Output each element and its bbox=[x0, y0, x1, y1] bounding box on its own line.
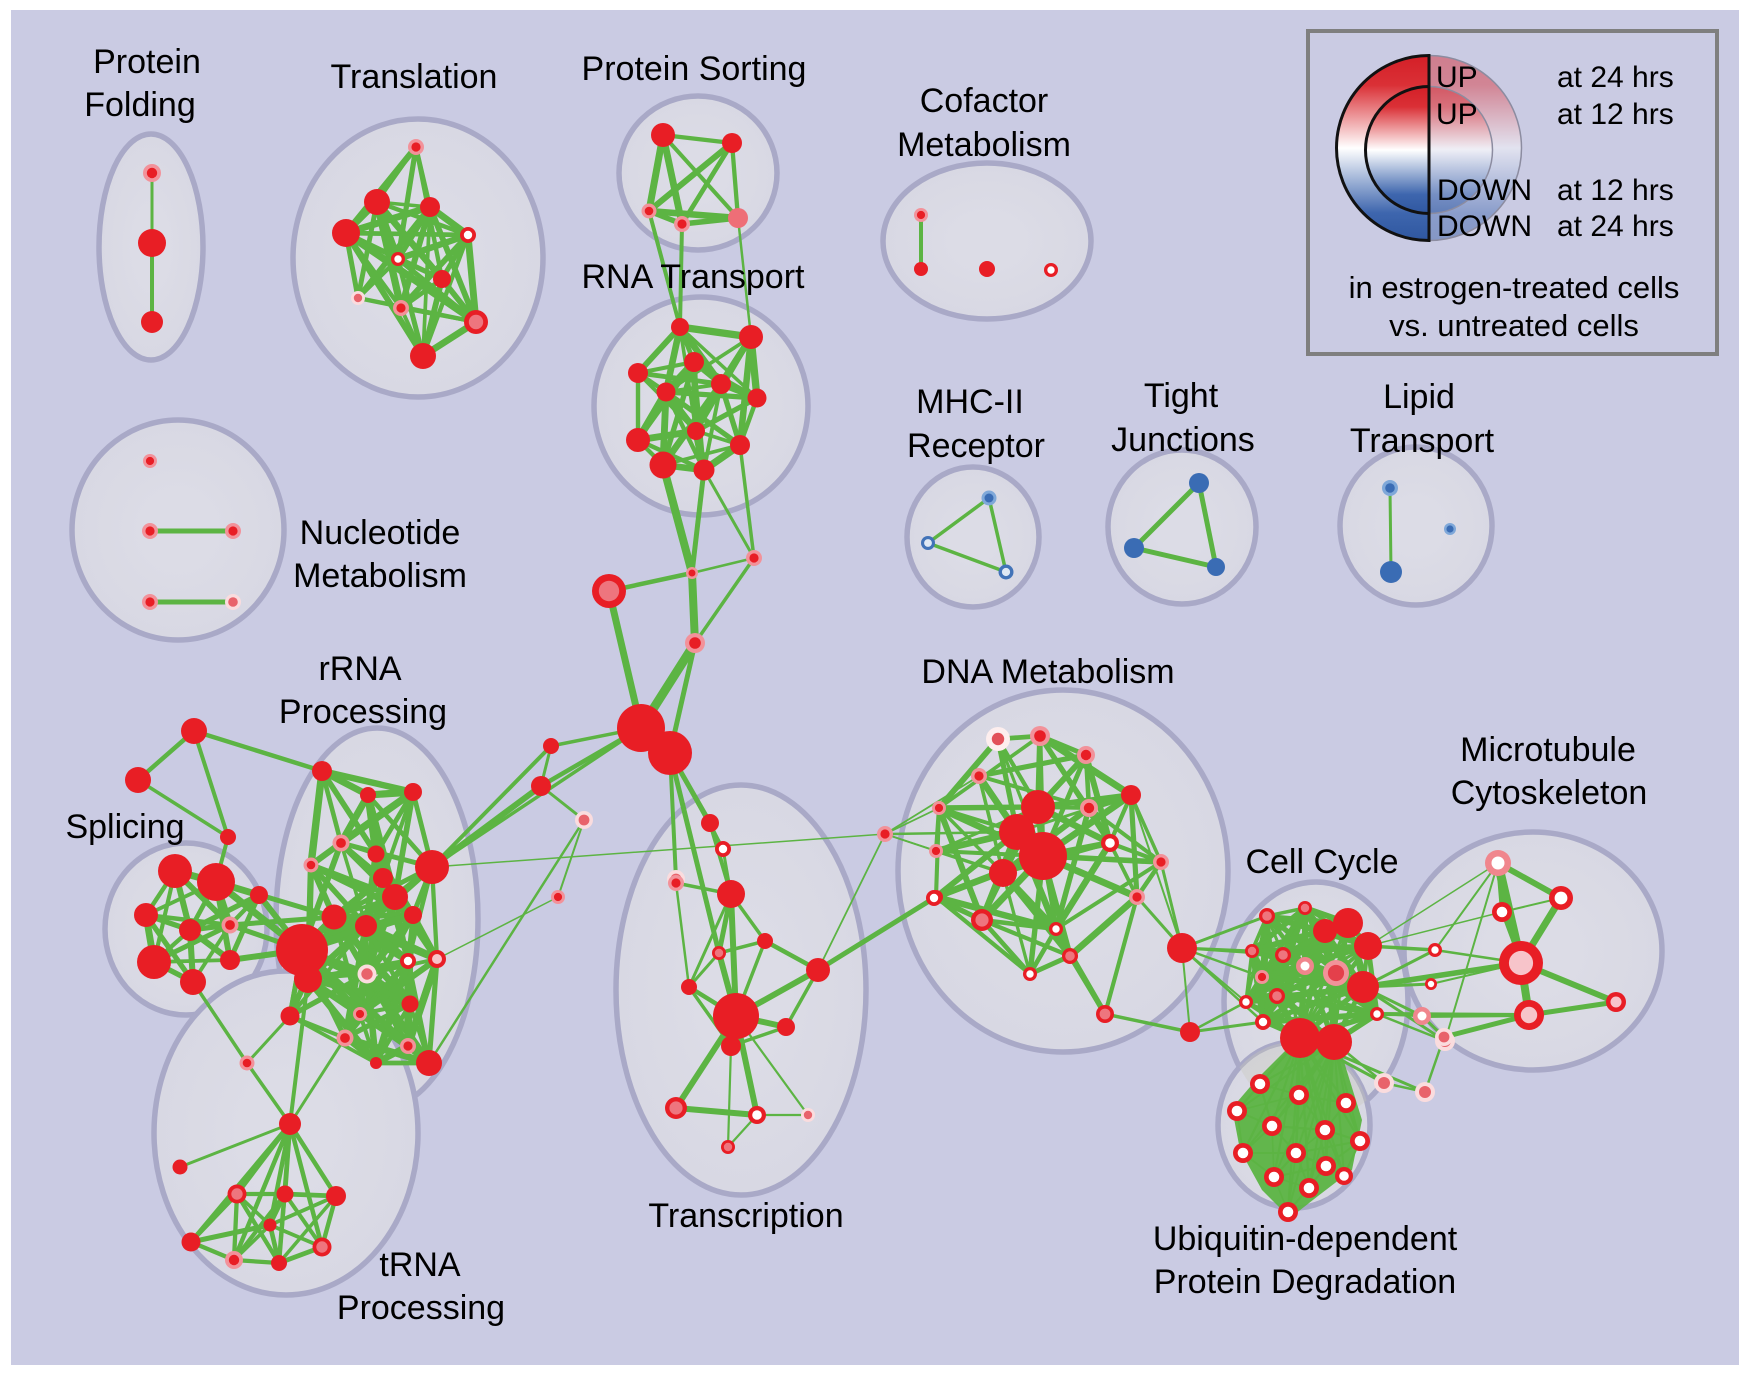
svg-text:vs. untreated cells: vs. untreated cells bbox=[1389, 308, 1639, 343]
svg-text:Transport: Transport bbox=[1350, 422, 1495, 460]
svg-text:at 12 hrs: at 12 hrs bbox=[1557, 98, 1674, 131]
svg-text:Metabolism: Metabolism bbox=[897, 126, 1071, 164]
svg-text:Cell Cycle: Cell Cycle bbox=[1245, 843, 1398, 881]
svg-text:at 12 hrs: at 12 hrs bbox=[1557, 174, 1674, 207]
svg-text:Processing: Processing bbox=[337, 1289, 505, 1327]
svg-text:UP: UP bbox=[1436, 61, 1478, 94]
svg-text:UP: UP bbox=[1436, 98, 1478, 131]
svg-text:Splicing: Splicing bbox=[65, 808, 184, 846]
svg-text:DOWN: DOWN bbox=[1437, 174, 1532, 207]
svg-text:Microtubule: Microtubule bbox=[1460, 731, 1636, 769]
svg-text:RNA Transport: RNA Transport bbox=[582, 258, 806, 296]
svg-text:Protein Degradation: Protein Degradation bbox=[1154, 1263, 1456, 1301]
svg-text:at 24 hrs: at 24 hrs bbox=[1557, 61, 1674, 94]
svg-text:at 24 hrs: at 24 hrs bbox=[1557, 210, 1674, 243]
svg-text:Junctions: Junctions bbox=[1111, 421, 1255, 459]
svg-text:Lipid: Lipid bbox=[1383, 378, 1455, 416]
svg-text:Protein: Protein bbox=[93, 43, 201, 81]
svg-text:Tight: Tight bbox=[1144, 377, 1219, 415]
svg-text:Receptor: Receptor bbox=[907, 427, 1045, 465]
svg-text:Protein Sorting: Protein Sorting bbox=[582, 50, 807, 88]
svg-text:Transcription: Transcription bbox=[648, 1197, 843, 1235]
svg-text:DOWN: DOWN bbox=[1437, 210, 1532, 243]
svg-text:Nucleotide: Nucleotide bbox=[300, 514, 461, 552]
svg-text:Cytoskeleton: Cytoskeleton bbox=[1451, 774, 1648, 812]
svg-text:Metabolism: Metabolism bbox=[293, 557, 467, 595]
svg-text:MHC-II: MHC-II bbox=[916, 383, 1024, 421]
svg-text:Processing: Processing bbox=[279, 693, 447, 731]
svg-text:tRNA: tRNA bbox=[379, 1246, 461, 1284]
svg-text:Translation: Translation bbox=[331, 58, 498, 96]
svg-text:Ubiquitin-dependent: Ubiquitin-dependent bbox=[1153, 1220, 1458, 1258]
svg-text:Cofactor: Cofactor bbox=[920, 82, 1049, 120]
svg-text:in estrogen-treated cells: in estrogen-treated cells bbox=[1349, 270, 1680, 305]
svg-text:Folding: Folding bbox=[84, 86, 196, 124]
svg-text:DNA Metabolism: DNA Metabolism bbox=[921, 653, 1174, 691]
svg-text:rRNA: rRNA bbox=[318, 650, 401, 688]
